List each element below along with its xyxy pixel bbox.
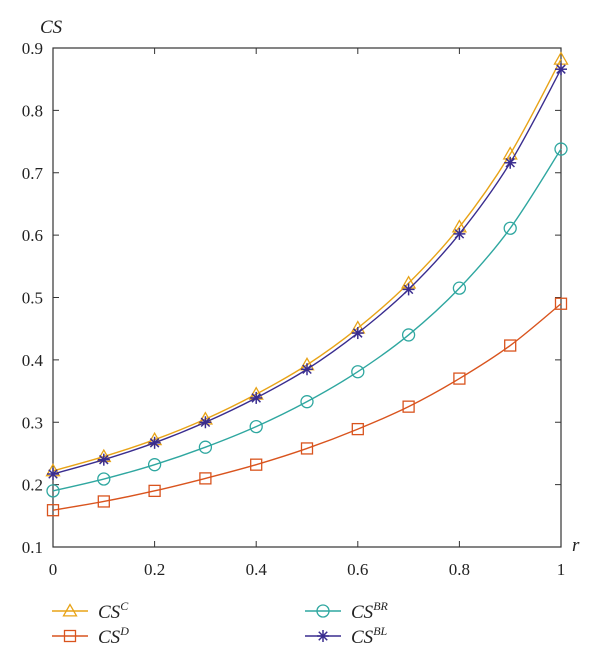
data-point — [97, 495, 110, 508]
series-line — [52, 68, 562, 475]
data-point — [351, 327, 364, 340]
data-point — [351, 422, 364, 436]
data-point — [249, 419, 263, 434]
y-tick-label: 0.1 — [22, 538, 43, 557]
x-tick-label: 0.8 — [449, 560, 470, 579]
data-point — [199, 472, 212, 485]
data-point — [97, 472, 111, 486]
y-tick-label: 0.2 — [22, 476, 43, 495]
data-point — [148, 484, 161, 498]
data-point — [46, 504, 60, 517]
data-point — [148, 436, 161, 449]
legend-label: CSBL — [351, 624, 388, 648]
series-line — [52, 303, 562, 511]
legend-item-bl: CSBL — [305, 624, 388, 648]
legend-label-sup: BL — [373, 624, 387, 638]
data-point — [401, 328, 416, 342]
y-tick-label: 0.8 — [22, 101, 43, 120]
legend-item-br: CSBR — [305, 599, 389, 623]
legend-label: CSBR — [351, 599, 389, 623]
data-point — [402, 400, 415, 413]
y-tick-label: 0.6 — [22, 226, 43, 245]
legend-item-d: CSD — [52, 624, 129, 648]
series-br — [46, 142, 568, 498]
data-point — [504, 339, 517, 352]
legend-label-base: CS — [98, 627, 121, 648]
legend-label-base: CS — [351, 602, 374, 623]
data-point — [199, 416, 212, 429]
y-tick-label: 0.9 — [22, 39, 43, 58]
x-tick-label: 0 — [49, 560, 58, 579]
data-point — [147, 458, 162, 472]
y-tick-label: 0.7 — [22, 164, 44, 183]
data-point — [351, 365, 365, 379]
legend-label-base: CS — [351, 627, 374, 648]
legend-marker — [316, 604, 330, 618]
legend-label-base: CS — [98, 602, 121, 623]
x-tick-label: 0.4 — [246, 560, 268, 579]
x-axis-label: r — [572, 535, 580, 556]
legend-marker — [317, 630, 329, 642]
data-point — [554, 297, 568, 310]
data-point — [250, 458, 263, 471]
y-tick-label: 0.5 — [22, 289, 43, 308]
x-tick-label: 1 — [557, 560, 566, 579]
data-point — [250, 391, 263, 404]
legend-marker — [62, 603, 78, 617]
data-point — [555, 63, 567, 76]
legend-item-c: CSC — [52, 599, 129, 623]
x-tick-label: 0.6 — [347, 560, 368, 579]
legend-marker — [63, 629, 77, 643]
series-d — [46, 297, 568, 517]
legend-label: CSD — [98, 624, 129, 648]
y-axis-label: CS — [40, 17, 63, 38]
data-point — [97, 453, 110, 466]
data-point — [300, 442, 314, 455]
data-point — [554, 142, 568, 156]
ticks: 0 0.2 0.4 0.6 0.8 1 0.1 0.2 0.3 0.4 0.5 0.6 0.7 0.8 0.… — [22, 39, 566, 579]
series-line — [52, 58, 562, 472]
data-point — [46, 484, 60, 498]
data-point — [453, 372, 466, 385]
data-point — [453, 227, 466, 240]
legend-label-sup: BR — [373, 599, 388, 613]
series-line — [52, 148, 562, 492]
data-point — [301, 363, 313, 376]
legend-label: CSC — [98, 599, 129, 623]
x-tick-label: 0.2 — [144, 560, 165, 579]
data-point — [402, 283, 415, 296]
y-tick-label: 0.4 — [22, 351, 44, 370]
data-point — [452, 281, 467, 295]
data-point — [300, 395, 314, 409]
data-point — [503, 221, 517, 235]
series-bl — [47, 63, 567, 481]
legend-label-sup: C — [120, 599, 129, 613]
legend-label-sup: D — [119, 624, 129, 638]
series-layer — [45, 51, 569, 517]
series-c — [45, 51, 569, 477]
data-point — [504, 156, 517, 169]
data-point — [47, 468, 59, 481]
data-point — [198, 440, 213, 454]
y-tick-label: 0.3 — [22, 413, 43, 432]
